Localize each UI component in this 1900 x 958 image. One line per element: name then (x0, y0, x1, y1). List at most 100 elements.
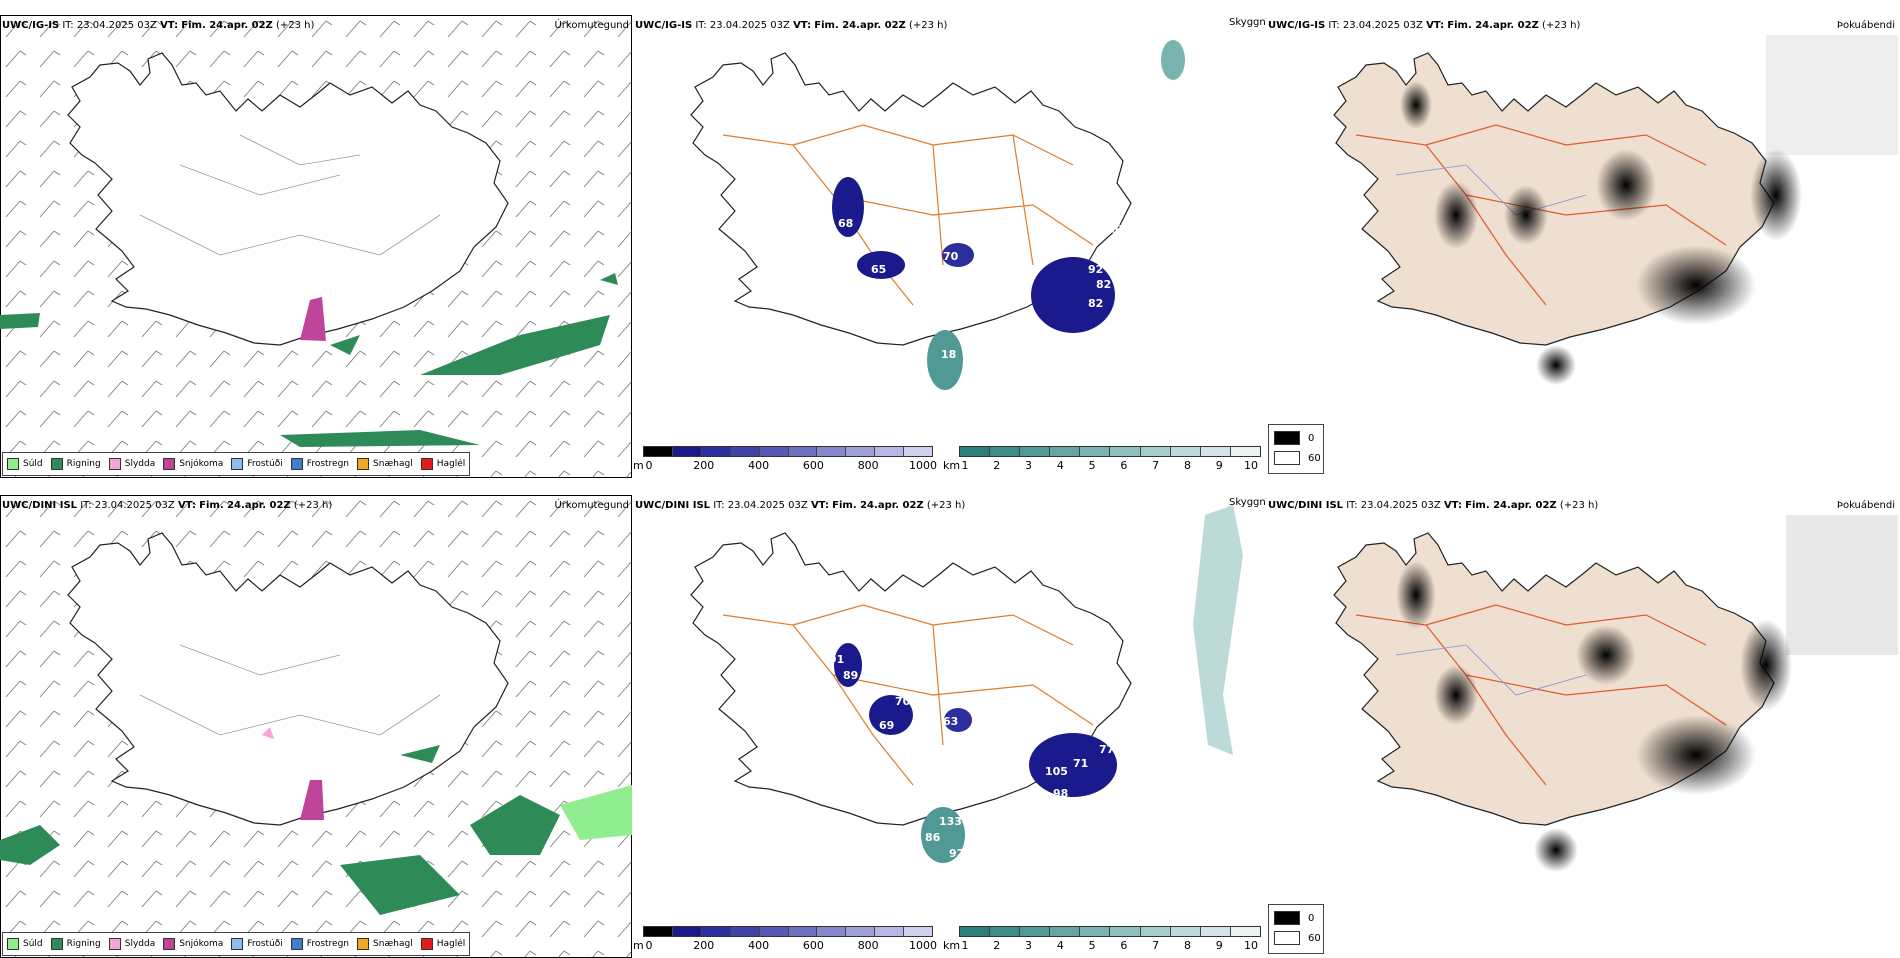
colorbar-tick: 1000 (909, 459, 937, 472)
colorbar-tick: 0 (645, 939, 653, 952)
fog-legend: 0 60 (1268, 424, 1324, 474)
colorbar-tick: 5 (1088, 939, 1096, 952)
low-visibility-area (1193, 505, 1243, 755)
precip-type-panel-dini: UWC/DINI ISL IT: 23.04.2025 03Z VT: Fim.… (0, 495, 632, 958)
legend-swatch (50, 458, 63, 470)
valid-label: VT: (810, 500, 829, 511)
colorbar-tick: 6 (1120, 939, 1128, 952)
cloud-base-label: 86 (925, 831, 941, 844)
legend-swatch (357, 458, 370, 470)
colorbar-tick: 10 (1244, 459, 1258, 472)
colorbar-segment (1170, 447, 1201, 456)
low-ceiling-area (942, 243, 974, 267)
cloud-base-label: 89 (843, 669, 858, 682)
legend-swatch (163, 458, 176, 470)
legend-label: Snæhagl (373, 459, 413, 469)
fog-area (1636, 715, 1756, 795)
snow-area (300, 297, 326, 341)
drizzle-area (560, 785, 632, 840)
fog-area (1434, 665, 1478, 725)
colorbar-segment (1230, 927, 1260, 936)
legend-label: Slydda (124, 459, 156, 469)
fog-area (1596, 149, 1656, 221)
low-visibility-area (927, 330, 963, 390)
low-ceiling-area (944, 708, 972, 732)
fog-legend-item: 60 (1274, 931, 1321, 945)
colorbar-segment (644, 927, 673, 936)
fog-area (1750, 149, 1802, 241)
colorbar-tick: 1 (961, 939, 969, 952)
cloud-base-label: 82 (1088, 297, 1103, 310)
cloud-base-label: 69 (879, 719, 894, 732)
precip-type-map-dini (0, 495, 632, 958)
visibility-color-strip (959, 926, 1261, 937)
colorbar-segment (875, 927, 905, 936)
cloud-base-label: 63 (943, 715, 958, 728)
colorbar-segment (672, 927, 702, 936)
colorbar-segment (1050, 927, 1081, 936)
ceiling-colorbar: m 0 200 400 600 800 1000 (633, 926, 937, 954)
visibility-colorbar: km 1 2 3 4 5 6 7 8 9 10 (943, 926, 1263, 954)
precip-type-legend: Súld Rigning Slydda Snjókoma Frostúði Frostre… (2, 932, 471, 956)
cloud-base-label: 133 (939, 815, 962, 828)
legend-label: Frostregn (306, 459, 350, 469)
issue-time: IT: 23.04.2025 03Z (1328, 20, 1423, 31)
panel-title: Úrkomutegund (554, 500, 629, 511)
precip-legend-item: Snæhagl (357, 458, 413, 470)
colorbar-segment (904, 447, 933, 456)
legend-swatch (7, 458, 19, 470)
colorbar-tick: 600 (802, 459, 824, 472)
cloud-base-label: 65 (871, 263, 886, 276)
cloud-base-label: 18 (941, 348, 956, 361)
colorbar-segment (990, 927, 1021, 936)
precip-legend-item: Slydda (108, 458, 156, 470)
cloud-base-label: 91 (829, 653, 844, 666)
legend-label: Súld (23, 459, 43, 469)
colorbar-tick: 9 (1215, 459, 1223, 472)
colorbar-segment (817, 447, 847, 456)
colorbar-tick: 800 (857, 939, 879, 952)
fog-area (1400, 81, 1432, 129)
colorbar-segment (759, 927, 789, 936)
visibility-panel-dini: 91 89 70 69 63 105 71 77 98 133 86 92 UW… (633, 495, 1265, 958)
issue-time: IT: 23.04.2025 03Z (695, 20, 790, 31)
precip-legend-item: Slydda (108, 938, 155, 950)
cloud-base-label: 93 (1111, 245, 1126, 258)
lead-time: (+23 h) (276, 20, 315, 31)
legend-label: Snjókoma (179, 459, 224, 469)
valid-time: Fim. 24.apr. 02Z (199, 500, 291, 511)
valid-time: Fim. 24.apr. 02Z (1447, 20, 1539, 31)
colorbar-tick: 8 (1183, 459, 1191, 472)
low-ceiling-area (857, 251, 905, 279)
precip-legend-item: Súld (7, 938, 43, 950)
legend-label: 60 (1308, 932, 1321, 944)
rain-area (330, 335, 360, 355)
issue-time: IT: 23.04.2025 03Z (1346, 500, 1441, 511)
valid-label: VT: (1443, 500, 1462, 511)
colorbar-tick: 3 (1025, 459, 1033, 472)
colorbar-segment (1170, 927, 1201, 936)
snow-area (300, 780, 324, 820)
ceiling-color-strip (643, 446, 933, 457)
precip-type-panel-ig: UWC/IG-IS IT: 23.04.2025 03Z VT: Fim. 24… (0, 15, 632, 478)
colorbar-segment (960, 927, 991, 936)
low-ceiling-area (832, 177, 864, 237)
visibility-panel-ig: 68 65 70 92 105 93 82 82 29 18 UWC/IG-IS… (633, 15, 1265, 478)
lead-time: (+23 h) (1542, 20, 1581, 31)
visibility-color-strip (959, 446, 1261, 457)
legend-swatch (1274, 911, 1300, 925)
legend-swatch (231, 458, 244, 470)
visibility-map-ig: 68 65 70 92 105 93 82 82 29 18 (690, 40, 1185, 390)
cloud-base-label: 92 (949, 847, 964, 860)
precip-legend-item: Frostregn (290, 458, 350, 470)
lead-time: (+23 h) (926, 500, 966, 511)
rain-area (600, 273, 618, 285)
legend-label: 0 (1308, 432, 1315, 444)
legend-swatch (1274, 931, 1300, 945)
colorbar-segment (1020, 927, 1051, 936)
colorbar-segment (1230, 447, 1260, 456)
legend-swatch (7, 938, 19, 950)
legend-label: Haglél (436, 459, 466, 469)
fog-legend-item: 0 (1274, 431, 1314, 445)
precip-legend-item: Snjókoma (163, 938, 223, 950)
